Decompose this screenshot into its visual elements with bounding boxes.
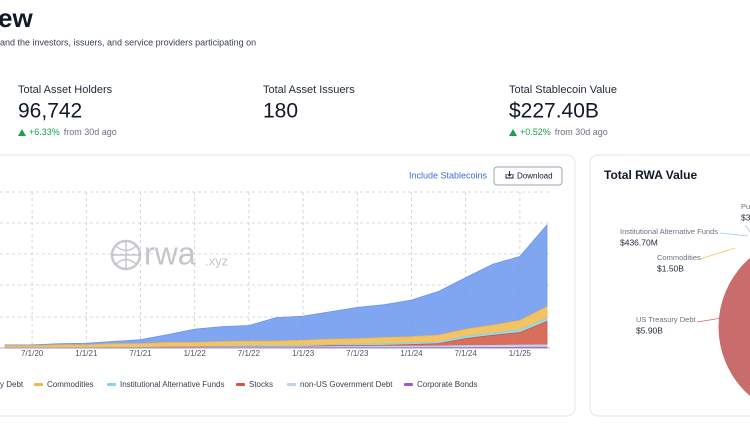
x-tick-label: 1/1/24 <box>400 349 423 358</box>
x-tick-label: 1/1/25 <box>509 349 532 358</box>
stat-change: +6.33% from 30d ago <box>29 127 117 137</box>
pie-value: $1.50B <box>657 263 684 273</box>
pie-label: Public Equ <box>741 202 750 211</box>
stat-change: +0.52% from 30d ago <box>520 127 608 137</box>
up-arrow <box>509 129 517 136</box>
x-tick-label: 1/1/21 <box>75 349 98 358</box>
legend-swatch <box>287 383 296 386</box>
stat-value: 180 <box>263 100 298 123</box>
stat-label: Total Stablecoin Value <box>509 84 617 96</box>
leader-line <box>719 232 749 237</box>
stat-value: 96,742 <box>18 100 82 123</box>
page-subtitle: and the investors, issuers, and service … <box>0 37 256 47</box>
legend-label: Stocks <box>249 380 273 389</box>
watermark-brand: rwa <box>144 235 196 271</box>
change-value: +6.33% <box>29 127 60 137</box>
chart-panel <box>0 154 576 417</box>
change-note: from 30d ago <box>555 127 608 137</box>
stat-label: Total Asset Holders <box>18 84 113 96</box>
include-stablecoins[interactable]: Include Stablecoins <box>409 170 488 180</box>
change-note: from 30d ago <box>64 127 117 137</box>
leader-line <box>744 224 750 233</box>
download-icon <box>505 171 514 179</box>
legend-label: y Debt <box>0 380 24 389</box>
x-tick-label: 1/1/22 <box>184 349 207 358</box>
x-tick-label: 7/1/20 <box>21 349 44 358</box>
x-tick-label: 7/1/24 <box>455 349 478 358</box>
area-chart: 7/1/20 1/1/21 7/1/21 1/1/22 7/1/22 1/1/23 7/1/… <box>0 191 550 389</box>
leader-line <box>696 317 723 323</box>
download-label: Download <box>517 172 553 181</box>
pie-label: US Treasury Debt <box>636 315 697 324</box>
pie-title: Total RWA Value <box>604 168 697 182</box>
pie-slice <box>717 256 750 398</box>
legend-label: Commodities <box>47 380 94 389</box>
legend-label: Corporate Bonds <box>417 380 477 389</box>
pie-panel <box>589 154 750 417</box>
legend-swatch <box>34 383 43 386</box>
leader-line <box>699 247 736 260</box>
x-tick-label: 1/1/23 <box>292 349 315 358</box>
stat-card: Total Stablecoin Value $227.40B +0.52% fr… <box>509 84 617 137</box>
x-tick-label: 7/1/21 <box>129 349 152 358</box>
pie-value: $346.80M <box>741 212 750 222</box>
stat-value: $227.40B <box>509 100 599 123</box>
legend-label: non-US Government Debt <box>300 380 393 389</box>
pie-label: Commodities <box>657 253 701 262</box>
legend-swatch <box>107 383 116 386</box>
legend-label: Institutional Alternative Funds <box>120 380 225 389</box>
download-button[interactable] <box>493 166 563 186</box>
x-tick-label: 7/1/22 <box>238 349 261 358</box>
pie-chart: US Treasury Debt$5.90B Commodities$1.50B I… <box>620 202 750 398</box>
pie-label: Institutional Alternative Funds <box>620 227 718 236</box>
watermark-suffix: .xyz <box>205 253 228 268</box>
stat-card: Total Asset Holders 96,742 +6.33% from 30… <box>18 84 117 137</box>
legend-swatch <box>404 383 413 386</box>
pie-value: $436.70M <box>620 237 658 247</box>
watermark-logo <box>112 241 140 269</box>
up-arrow <box>18 129 26 136</box>
page-title: ew <box>0 3 33 33</box>
stat-card: Total Asset Issuers 180 <box>263 84 355 123</box>
change-value: +0.52% <box>520 127 551 137</box>
stat-label: Total Asset Issuers <box>263 84 355 96</box>
legend-swatch <box>236 383 245 386</box>
pie-value: $5.90B <box>636 325 663 335</box>
x-tick-label: 7/1/23 <box>346 349 369 358</box>
